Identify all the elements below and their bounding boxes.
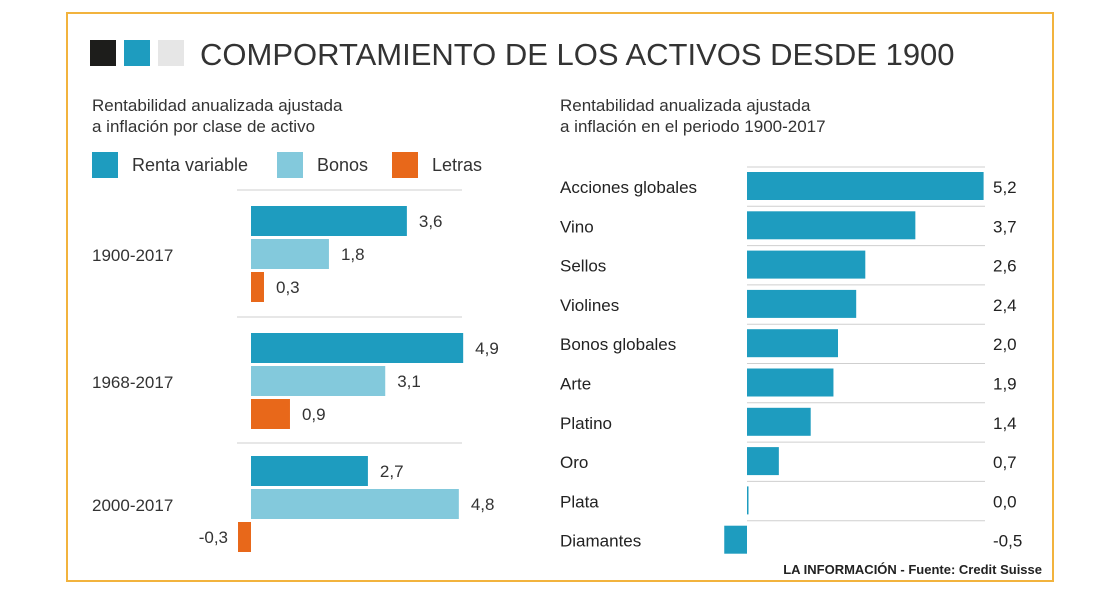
left-value-label: -0,3 [199, 528, 228, 547]
right-value-label: 0,0 [993, 492, 1017, 511]
left-value-label: 3,6 [419, 212, 443, 231]
left-bar [251, 399, 290, 429]
right-value-label: 2,0 [993, 335, 1017, 354]
right-subtitle-line1: Rentabilidad anualizada ajustada [560, 96, 811, 115]
right-value-label: 3,7 [993, 217, 1017, 236]
left-value-label: 0,9 [302, 405, 326, 424]
right-value-label: 0,7 [993, 453, 1017, 472]
right-category-label: Platino [560, 414, 612, 433]
title-square-grey [158, 40, 184, 66]
chart-frame [66, 12, 1054, 582]
left-bar [238, 522, 251, 552]
right-category-label: Arte [560, 375, 591, 394]
right-value-label: 2,4 [993, 296, 1017, 315]
right-category-label: Plata [560, 492, 599, 511]
left-bar [251, 489, 459, 519]
left-subtitle-line1: Rentabilidad anualizada ajustada [92, 96, 343, 115]
legend-label-renta: Renta variable [132, 155, 249, 175]
left-category-label: 1900-2017 [92, 246, 173, 265]
left-bar [251, 333, 464, 363]
left-value-label: 4,8 [471, 495, 495, 514]
right-subtitle: Rentabilidad anualizada ajustada a infla… [560, 95, 826, 137]
left-value-label: 3,1 [397, 372, 421, 391]
left-bar [251, 272, 264, 302]
right-value-label: 1,4 [993, 414, 1017, 433]
source-credit: LA INFORMACIÓN - Fuente: Credit Suisse [783, 562, 1042, 577]
legend-swatch-letras [392, 152, 418, 178]
left-subtitle-line2: a inflación por clase de activo [92, 117, 316, 136]
left-bar [251, 456, 368, 486]
left-category-label: 2000-2017 [92, 496, 173, 515]
right-bar [747, 447, 779, 476]
right-category-label: Violines [560, 296, 619, 315]
legend-label-letras: Letras [432, 155, 483, 175]
left-bar [251, 239, 329, 269]
right-bar [747, 250, 866, 279]
right-bar [747, 211, 916, 240]
right-value-label: 2,6 [993, 257, 1017, 276]
title-square-dark [90, 40, 116, 66]
chart-title: COMPORTAMIENTO DE LOS ACTIVOS DESDE 1900 [200, 37, 955, 72]
right-bar [747, 172, 984, 200]
right-value-label: 1,9 [993, 375, 1017, 394]
title-square-blue [124, 40, 150, 66]
left-bar [251, 206, 407, 236]
legend-swatch-renta [92, 152, 118, 178]
left-value-label: 0,3 [276, 278, 300, 297]
right-category-label: Acciones globales [560, 178, 697, 197]
right-category-label: Diamantes [560, 532, 641, 551]
left-value-label: 1,8 [341, 245, 365, 264]
right-category-label: Vino [560, 217, 594, 236]
right-bar [747, 329, 838, 358]
right-category-label: Bonos globales [560, 335, 676, 354]
left-category-label: 1968-2017 [92, 373, 173, 392]
right-category-label: Sellos [560, 257, 606, 276]
legend-swatch-bonos [277, 152, 303, 178]
right-bar [747, 289, 857, 318]
right-bar [724, 525, 747, 554]
right-category-label: Oro [560, 453, 588, 472]
legend-label-bonos: Bonos [317, 155, 369, 175]
right-value-label: -0,5 [993, 532, 1022, 551]
right-bar [747, 486, 749, 515]
left-subtitle: Rentabilidad anualizada ajustada a infla… [92, 95, 342, 137]
right-subtitle-line2: a inflación en el periodo 1900-2017 [560, 117, 826, 136]
left-value-label: 2,7 [380, 462, 404, 481]
left-bar [251, 366, 386, 396]
right-bar [747, 368, 834, 397]
right-bar [747, 407, 811, 436]
right-value-label: 5,2 [993, 178, 1017, 197]
left-value-label: 4,9 [475, 339, 499, 358]
